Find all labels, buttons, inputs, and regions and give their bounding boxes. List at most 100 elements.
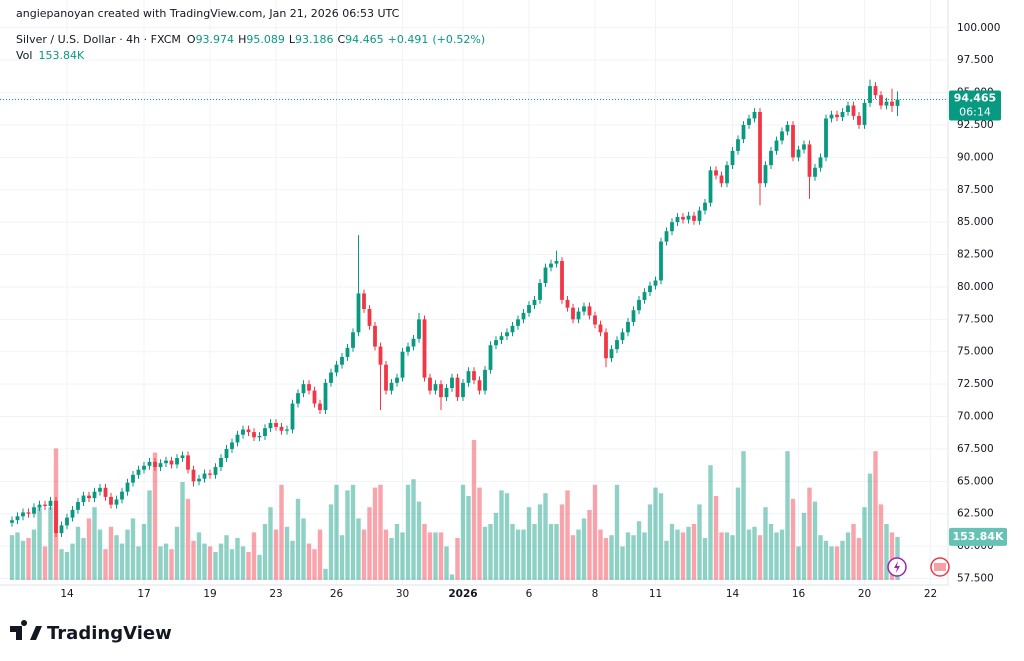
- volume-bar: [449, 574, 455, 580]
- candle-body: [477, 380, 482, 391]
- volume-bar: [504, 493, 510, 580]
- volume-bar: [862, 507, 867, 580]
- candle-body: [642, 292, 647, 300]
- y-tick-label: 72.500: [957, 378, 994, 390]
- candle-body: [708, 170, 713, 203]
- candle-body: [461, 382, 465, 398]
- candle-body: [235, 434, 240, 443]
- volume-bar: [521, 529, 526, 580]
- last-price-box: [949, 90, 1001, 121]
- volume-bar: [559, 504, 565, 580]
- volume-bar: [152, 452, 158, 580]
- candle-body: [714, 170, 718, 176]
- volume-bar: [455, 538, 460, 580]
- volume-bar: [548, 524, 554, 580]
- candle-body: [312, 390, 317, 404]
- volume-bar: [493, 512, 499, 580]
- volume-bar: [438, 532, 444, 580]
- logo: TradingView: [10, 620, 172, 644]
- x-tick-label: 22: [924, 588, 937, 600]
- candle-body: [516, 319, 520, 326]
- candle-body: [444, 388, 449, 398]
- volume-bar: [323, 568, 328, 580]
- candle-body: [587, 306, 592, 316]
- x-tick-label: 8: [592, 588, 599, 600]
- candle-body: [703, 202, 707, 211]
- volume-bar: [103, 549, 108, 580]
- volume-bar: [801, 512, 807, 580]
- y-tick-label: 62.500: [957, 508, 994, 520]
- volume-bar: [20, 540, 26, 580]
- symbol-title: Silver / U.S. Dollar · 4h · FXCM: [16, 33, 181, 46]
- candle-body: [92, 491, 97, 499]
- candle-body: [571, 307, 575, 320]
- volume-bar: [405, 484, 411, 580]
- volume-bar: [268, 507, 273, 580]
- legend-c: C: [337, 33, 345, 46]
- candle-body: [631, 310, 636, 322]
- y-tick-label: 67.500: [957, 443, 994, 455]
- candle-body: [659, 241, 663, 281]
- candle-body: [109, 496, 113, 505]
- candle-body: [664, 231, 669, 242]
- x-tick-label: 19: [203, 588, 216, 600]
- candle-body: [219, 458, 223, 468]
- candle-body: [65, 517, 69, 526]
- volume-bar: [537, 504, 543, 580]
- y-tick-label: 82.500: [957, 249, 994, 261]
- candle-body: [70, 509, 75, 518]
- volume-bar: [290, 540, 295, 580]
- volume-bar: [779, 529, 785, 580]
- volume-bar: [713, 496, 719, 580]
- legend-high: 95.089: [246, 33, 285, 46]
- candle-body: [791, 124, 795, 158]
- candle-body: [125, 482, 130, 492]
- candle-body: [208, 473, 212, 475]
- x-tick-label: 16: [792, 588, 806, 600]
- volume-bar: [334, 484, 339, 580]
- volume-bar: [807, 487, 812, 580]
- legend-change: +0.491: [388, 33, 429, 46]
- candle-body: [340, 356, 344, 365]
- volume-bar: [158, 546, 163, 580]
- candle-body: [648, 285, 652, 293]
- candle-body: [175, 458, 179, 465]
- volume-bar: [191, 540, 196, 580]
- volume-bar: [697, 504, 702, 580]
- volume-bar: [257, 554, 262, 580]
- candle-body: [626, 321, 630, 333]
- volume-bar: [565, 490, 570, 580]
- candle-body: [422, 319, 427, 378]
- volume-bar: [59, 549, 64, 580]
- volume-bar: [295, 498, 301, 580]
- candle-body: [241, 429, 245, 435]
- volume-bar: [361, 529, 367, 580]
- candle-body: [829, 114, 834, 119]
- volume-bar: [345, 490, 350, 580]
- volume-bar: [889, 532, 895, 580]
- credit: angiepanoyan created with TradingView.co…: [16, 7, 400, 20]
- volume-bar: [42, 546, 48, 580]
- x-tick-label: 14: [726, 588, 740, 600]
- candle-body: [389, 382, 394, 391]
- x-tick-label: 30: [396, 588, 409, 600]
- volume-bar: [273, 529, 279, 580]
- candle-body: [873, 86, 878, 96]
- volume-bar: [339, 535, 345, 580]
- volume-bar: [570, 535, 576, 580]
- volume-bar: [471, 440, 477, 580]
- volume-bar: [642, 532, 647, 580]
- volume-bar: [829, 546, 834, 580]
- volume-last-box: [949, 527, 1007, 546]
- candle-body: [158, 463, 163, 468]
- candle-body: [725, 165, 729, 184]
- candle-body: [483, 369, 487, 391]
- candle-body: [142, 465, 146, 470]
- candle-body: [565, 299, 570, 308]
- candle-body: [296, 393, 300, 404]
- volume-bar: [812, 501, 818, 580]
- volume-legend: Vol 153.84K: [16, 49, 85, 62]
- candle-body: [879, 95, 883, 106]
- volume-bar: [653, 487, 658, 580]
- volume-bar: [394, 524, 400, 580]
